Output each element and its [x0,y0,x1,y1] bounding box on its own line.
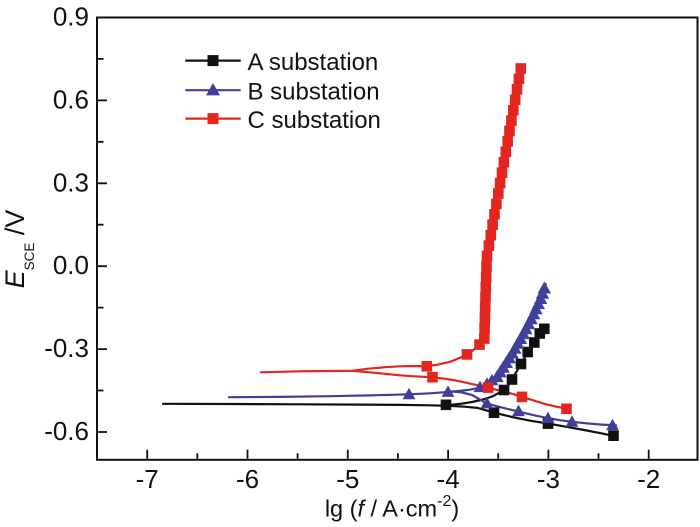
svg-text:0.9: 0.9 [53,2,89,32]
svg-text:C substation: C substation [248,107,381,134]
svg-text:B substation: B substation [248,79,380,106]
svg-text:-7: -7 [136,464,159,494]
svg-text:-3: -3 [537,464,560,494]
svg-text:ESCE /V: ESCE /V [0,210,37,289]
svg-text:0.0: 0.0 [53,250,89,280]
svg-text:-0.3: -0.3 [44,333,89,363]
svg-text:-6: -6 [236,464,259,494]
svg-text:-4: -4 [437,464,460,494]
svg-text:-5: -5 [336,464,359,494]
svg-text:lg (f / A·cm-2): lg (f / A·cm-2) [325,493,459,522]
svg-text:0.6: 0.6 [53,84,89,114]
svg-text:0.3: 0.3 [53,167,89,197]
svg-text:-0.6: -0.6 [44,416,89,446]
svg-text:A substation: A substation [248,49,379,76]
svg-text:-2: -2 [637,464,660,494]
